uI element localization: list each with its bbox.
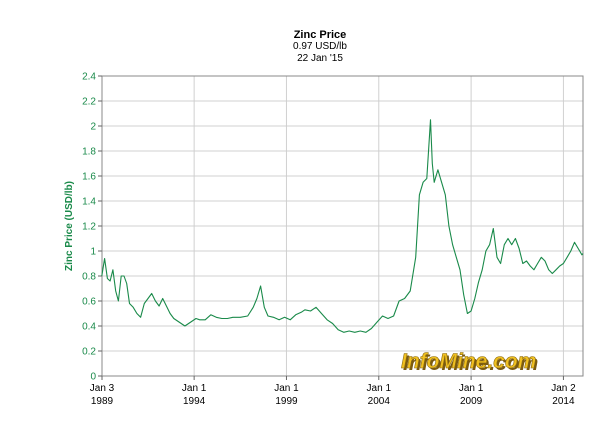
y-tick-label: 1 bbox=[90, 247, 96, 258]
x-axis-ticks: Jan 3 1989 Jan 1 1994 Jan 1 1999 Jan 1 2004 Jan … bbox=[90, 376, 576, 407]
x-tick-label-top: Jan 1 bbox=[274, 383, 299, 394]
x-tick-label-top: Jan 1 bbox=[182, 383, 207, 394]
y-tick-label: 1.6 bbox=[82, 172, 96, 183]
y-tick-label: 0.8 bbox=[82, 272, 96, 283]
x-tick-label-top: Jan 1 bbox=[459, 383, 484, 394]
y-tick-label: 1.8 bbox=[82, 147, 96, 158]
grid-lines bbox=[102, 75, 583, 377]
x-tick-label-bottom: 2009 bbox=[460, 396, 483, 407]
y-tick-label: 0.2 bbox=[82, 347, 96, 358]
y-axis-ticks: 0 0.2 0.4 0.6 0.8 1 1.2 1.4 1.6 1.8 2 2.2 2.4 bbox=[82, 72, 102, 383]
y-tick-label: 0.4 bbox=[82, 322, 96, 333]
x-tick-label-top: Jan 1 bbox=[367, 383, 392, 394]
zinc-price-series-line bbox=[101, 119, 584, 333]
chart-subtitle: 0.97 USD/lb bbox=[293, 41, 347, 52]
watermark-shadow: InfoMine.com bbox=[403, 352, 538, 375]
x-tick-label-bottom: 1989 bbox=[91, 396, 114, 407]
y-tick-label: 1.2 bbox=[82, 222, 96, 233]
y-axis-label: Zinc Price (USD/lb) bbox=[64, 181, 75, 271]
x-tick-label-bottom: 1994 bbox=[183, 396, 206, 407]
y-tick-label: 0.6 bbox=[82, 297, 96, 308]
x-tick-label-bottom: 1999 bbox=[275, 396, 298, 407]
chart-date-label: 22 Jan '15 bbox=[297, 53, 343, 64]
y-tick-label: 2.2 bbox=[82, 97, 96, 108]
y-tick-label: 0 bbox=[90, 372, 96, 383]
chart-title: Zinc Price bbox=[293, 29, 347, 41]
infomine-watermark: InfoMine.com InfoMine.com bbox=[401, 350, 539, 375]
x-tick-label-bottom: 2004 bbox=[368, 396, 391, 407]
x-tick-label-top: Jan 2 bbox=[551, 383, 576, 394]
x-tick-label-bottom: 2014 bbox=[552, 396, 575, 407]
x-tick-label-top: Jan 3 bbox=[90, 383, 115, 394]
chart-title-block: Zinc Price 0.97 USD/lb 22 Jan '15 bbox=[0, 29, 610, 65]
y-tick-label: 2.4 bbox=[82, 72, 96, 83]
watermark-text: InfoMine.com bbox=[401, 350, 536, 373]
y-tick-label: 1.4 bbox=[82, 197, 96, 208]
y-tick-label: 2 bbox=[90, 122, 96, 133]
